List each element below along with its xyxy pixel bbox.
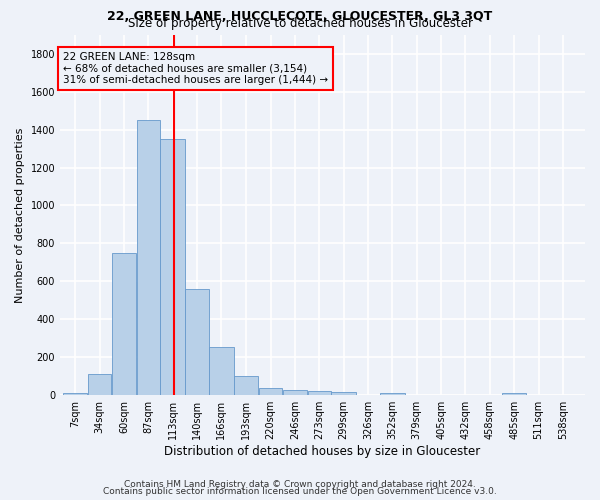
Bar bbox=[502, 393, 526, 394]
Text: Contains public sector information licensed under the Open Government Licence v3: Contains public sector information licen… bbox=[103, 487, 497, 496]
Bar bbox=[331, 392, 356, 394]
Y-axis label: Number of detached properties: Number of detached properties bbox=[15, 127, 25, 302]
Bar bbox=[112, 252, 136, 394]
Bar bbox=[308, 391, 331, 394]
X-axis label: Distribution of detached houses by size in Gloucester: Distribution of detached houses by size … bbox=[164, 444, 481, 458]
Text: Size of property relative to detached houses in Gloucester: Size of property relative to detached ho… bbox=[128, 18, 473, 30]
Bar bbox=[88, 374, 111, 394]
Text: 22 GREEN LANE: 128sqm
← 68% of detached houses are smaller (3,154)
31% of semi-d: 22 GREEN LANE: 128sqm ← 68% of detached … bbox=[63, 52, 328, 85]
Bar bbox=[160, 139, 185, 394]
Bar bbox=[185, 288, 209, 395]
Text: 22, GREEN LANE, HUCCLECOTE, GLOUCESTER, GL3 3QT: 22, GREEN LANE, HUCCLECOTE, GLOUCESTER, … bbox=[107, 10, 493, 23]
Bar bbox=[234, 376, 259, 394]
Text: Contains HM Land Registry data © Crown copyright and database right 2024.: Contains HM Land Registry data © Crown c… bbox=[124, 480, 476, 489]
Bar bbox=[137, 120, 160, 394]
Bar bbox=[259, 388, 282, 394]
Bar bbox=[209, 348, 233, 395]
Bar bbox=[283, 390, 307, 394]
Bar bbox=[63, 393, 88, 394]
Bar bbox=[380, 393, 404, 394]
